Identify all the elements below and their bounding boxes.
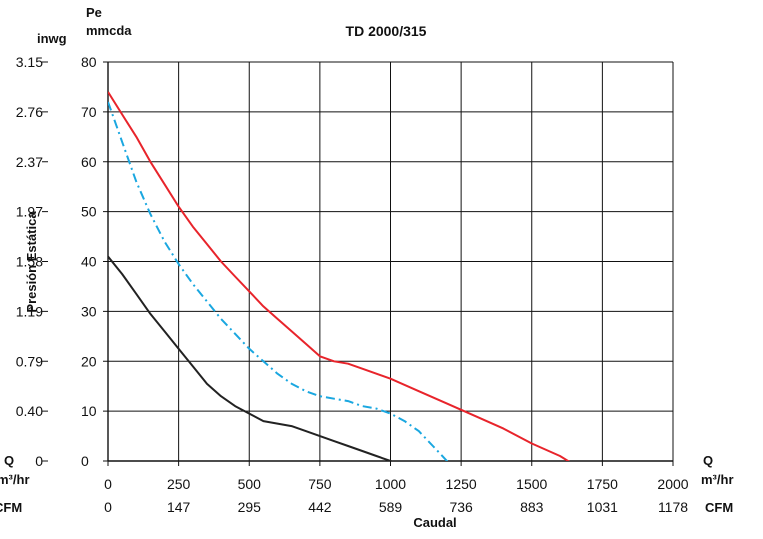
flow-unit-m3hr-right: m³/hr <box>701 472 734 487</box>
flow-unit-q-right: Q <box>703 453 713 468</box>
axis-ticks: 00100.40200.79301.19401.58501.97602.3770… <box>16 54 689 515</box>
y-tick-label-inwg: 0.40 <box>16 403 43 419</box>
y-tick-label-inwg: 2.37 <box>16 154 43 170</box>
x-tick-label-cfm: 295 <box>238 499 262 515</box>
flow-unit-cfm-left: CFM <box>0 500 22 515</box>
y-tick-label-inwg: 0 <box>35 453 43 469</box>
y-tick-label-mmcda: 0 <box>81 453 89 469</box>
x-tick-label-m3hr: 1250 <box>446 476 477 492</box>
chart-title: TD 2000/315 <box>346 23 427 39</box>
x-tick-label-cfm: 0 <box>104 499 112 515</box>
y-tick-label-mmcda: 70 <box>81 104 97 120</box>
x-axis-title: Caudal <box>413 515 456 530</box>
x-tick-label-cfm: 1178 <box>658 499 688 515</box>
x-tick-label-cfm: 442 <box>308 499 332 515</box>
series-line-2 <box>108 101 449 461</box>
x-tick-label-m3hr: 500 <box>238 476 262 492</box>
y-tick-label-mmcda: 10 <box>81 403 97 419</box>
flow-unit-q-left: Q <box>4 453 14 468</box>
pressure-unit-top: Pe <box>86 5 102 20</box>
series-line-3 <box>108 255 394 461</box>
y-tick-label-mmcda: 20 <box>81 353 97 369</box>
x-tick-label-m3hr: 250 <box>167 476 191 492</box>
series-line-1 <box>108 91 570 461</box>
y-tick-label-inwg: 1.58 <box>16 254 43 270</box>
x-tick-label-cfm: 883 <box>520 499 544 515</box>
y-tick-label-inwg: 3.15 <box>16 54 43 70</box>
y-tick-label-inwg: 1.97 <box>16 204 43 220</box>
y-tick-label-mmcda: 60 <box>81 154 97 170</box>
x-tick-label-cfm: 1031 <box>587 499 618 515</box>
x-tick-label-cfm: 589 <box>379 499 403 515</box>
y-tick-label-mmcda: 30 <box>81 303 97 319</box>
x-tick-label-cfm: 736 <box>449 499 473 515</box>
x-tick-label-m3hr: 1500 <box>516 476 547 492</box>
x-tick-label-cfm: 147 <box>167 499 191 515</box>
flow-unit-m3hr-left: m³/hr <box>0 472 30 487</box>
pressure-unit-inwg: inwg <box>37 31 67 46</box>
x-tick-label-m3hr: 1750 <box>587 476 618 492</box>
pressure-unit-mmcda: mmcda <box>86 23 132 38</box>
y-axis-title: Presión Estática <box>24 211 39 313</box>
y-tick-label-mmcda: 50 <box>81 204 97 220</box>
plot-grid <box>107 61 674 462</box>
x-tick-label-m3hr: 750 <box>308 476 332 492</box>
x-tick-label-m3hr: 0 <box>104 476 112 492</box>
y-tick-label-mmcda: 80 <box>81 54 97 70</box>
y-tick-label-inwg: 0.79 <box>16 353 43 369</box>
y-tick-label-mmcda: 40 <box>81 254 97 270</box>
flow-unit-cfm-right: CFM <box>705 500 733 515</box>
x-tick-label-m3hr: 1000 <box>375 476 406 492</box>
series-group <box>108 91 570 461</box>
y-tick-label-inwg: 1.19 <box>16 303 43 319</box>
y-tick-label-inwg: 2.76 <box>16 104 43 120</box>
x-tick-label-m3hr: 2000 <box>657 476 688 492</box>
